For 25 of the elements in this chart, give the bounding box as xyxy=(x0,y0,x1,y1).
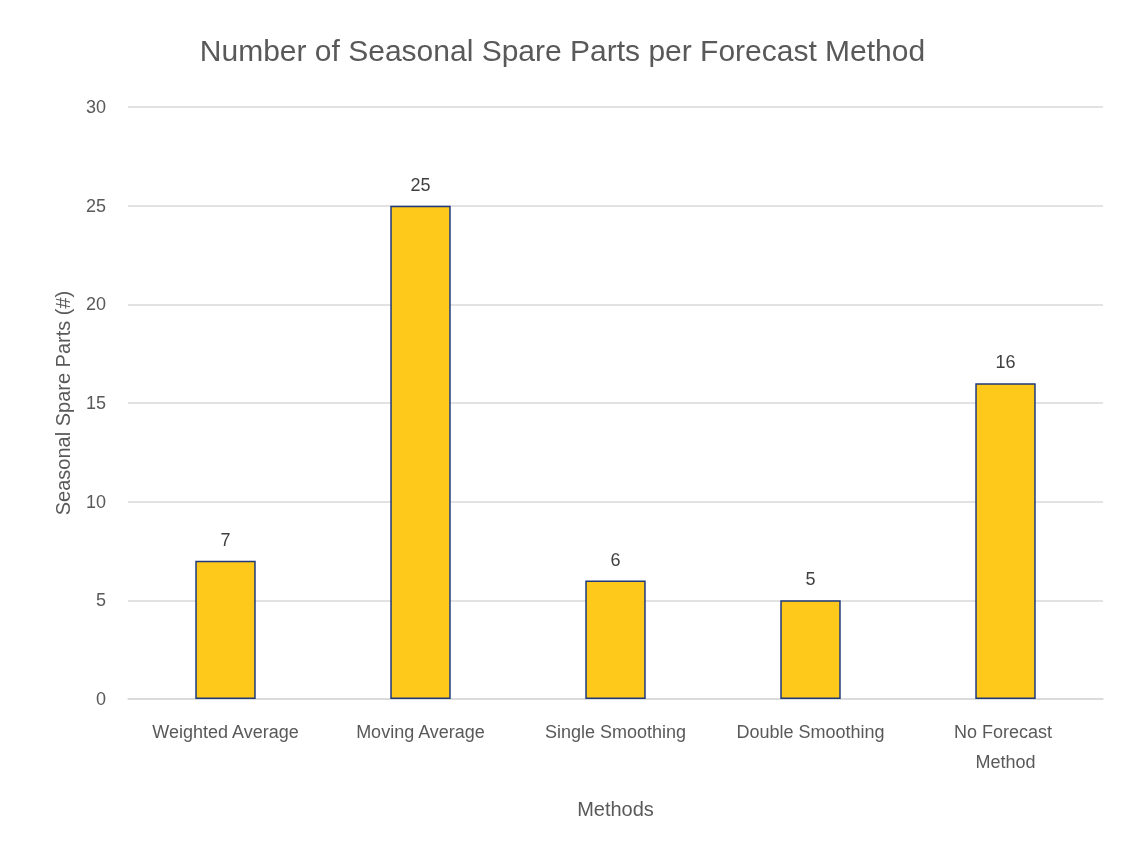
y-tick-label: 10 xyxy=(85,491,106,512)
data-label: 7 xyxy=(220,529,231,550)
y-tick-label: 5 xyxy=(95,590,106,611)
x-tick-label: Moving Average xyxy=(356,722,485,742)
chart-title: Number of Seasonal Spare Parts per Forecast Method xyxy=(199,33,926,67)
bar xyxy=(780,600,841,699)
x-tick-label: Single Smoothing xyxy=(544,722,687,742)
bar xyxy=(390,205,451,699)
y-tick-label: 30 xyxy=(85,97,106,117)
y-axis-title: Seasonal Spare Parts (#) xyxy=(52,290,74,516)
y-tick-label: 20 xyxy=(85,294,106,315)
data-label: 6 xyxy=(610,549,621,570)
bar xyxy=(195,560,256,699)
bar xyxy=(585,580,646,699)
data-label: 16 xyxy=(995,352,1016,373)
x-axis-title: Methods xyxy=(577,798,654,820)
bar xyxy=(975,383,1036,699)
data-label: 25 xyxy=(410,174,431,195)
x-tick-label: No Forecast Method xyxy=(953,722,1058,772)
x-tick-label: Weighted Average xyxy=(152,722,299,742)
y-tick-label: 15 xyxy=(85,393,106,413)
data-label: 5 xyxy=(805,569,816,590)
x-tick-label: Double Smoothing xyxy=(736,722,885,742)
y-tick-label: 0 xyxy=(95,689,106,709)
y-tick-label: 25 xyxy=(85,195,106,216)
